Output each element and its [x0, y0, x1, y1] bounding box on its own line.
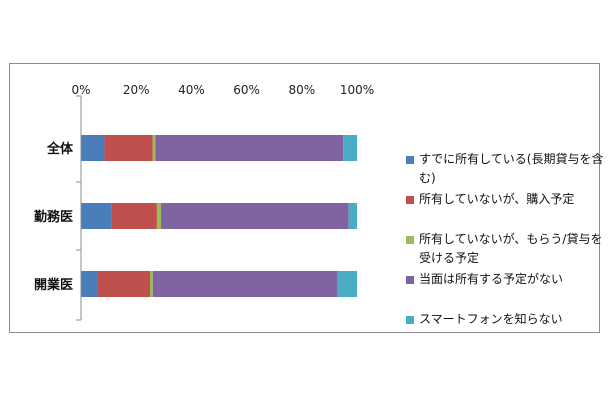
x-tick-label: 100% [340, 83, 374, 97]
category-label: 開業医 [34, 277, 73, 293]
legend-swatch [406, 196, 414, 204]
legend-swatch [406, 236, 414, 244]
bar-segment [161, 203, 349, 229]
category-label: 勤務医 [34, 209, 73, 225]
bar-segment [97, 271, 150, 297]
legend-label: 当面は所有する予定がない [419, 272, 564, 286]
x-tick-label: 60% [233, 83, 260, 97]
legend-label: すでに所有している(長期貸与を含む) [419, 152, 604, 185]
x-tick-label: 80% [288, 83, 315, 97]
bar-segment [111, 203, 157, 229]
x-tick-label: 0% [71, 83, 90, 97]
bar-segment [337, 271, 357, 297]
bar-segment [81, 271, 98, 297]
category-label: 全体 [46, 141, 74, 157]
bar-segment [343, 135, 357, 161]
bar-segment [81, 203, 112, 229]
bar-segment [81, 135, 105, 161]
legend-label: 所有していないが、購入予定 [419, 192, 575, 206]
legend-label: 所有していないが、もらう/貸与を受ける予定 [419, 232, 603, 265]
bar-segment [152, 135, 156, 161]
bar-segment [155, 135, 344, 161]
legend-label: スマートフォンを知らない [419, 312, 563, 326]
legend-swatch [406, 276, 414, 284]
legend-swatch [406, 316, 414, 324]
x-tick-label: 40% [178, 83, 205, 97]
bar-segment [150, 271, 153, 297]
bar-segment [348, 203, 357, 229]
legend-swatch [406, 156, 414, 164]
bar-segment [156, 203, 162, 229]
chart-frame: 0% 20% 40% 60% 80% 100% 全体勤務医開業医 すでに所有している(長期… [9, 63, 603, 333]
bar-segment [152, 271, 338, 297]
bar-segment [104, 135, 153, 161]
x-tick-label: 20% [123, 83, 150, 97]
